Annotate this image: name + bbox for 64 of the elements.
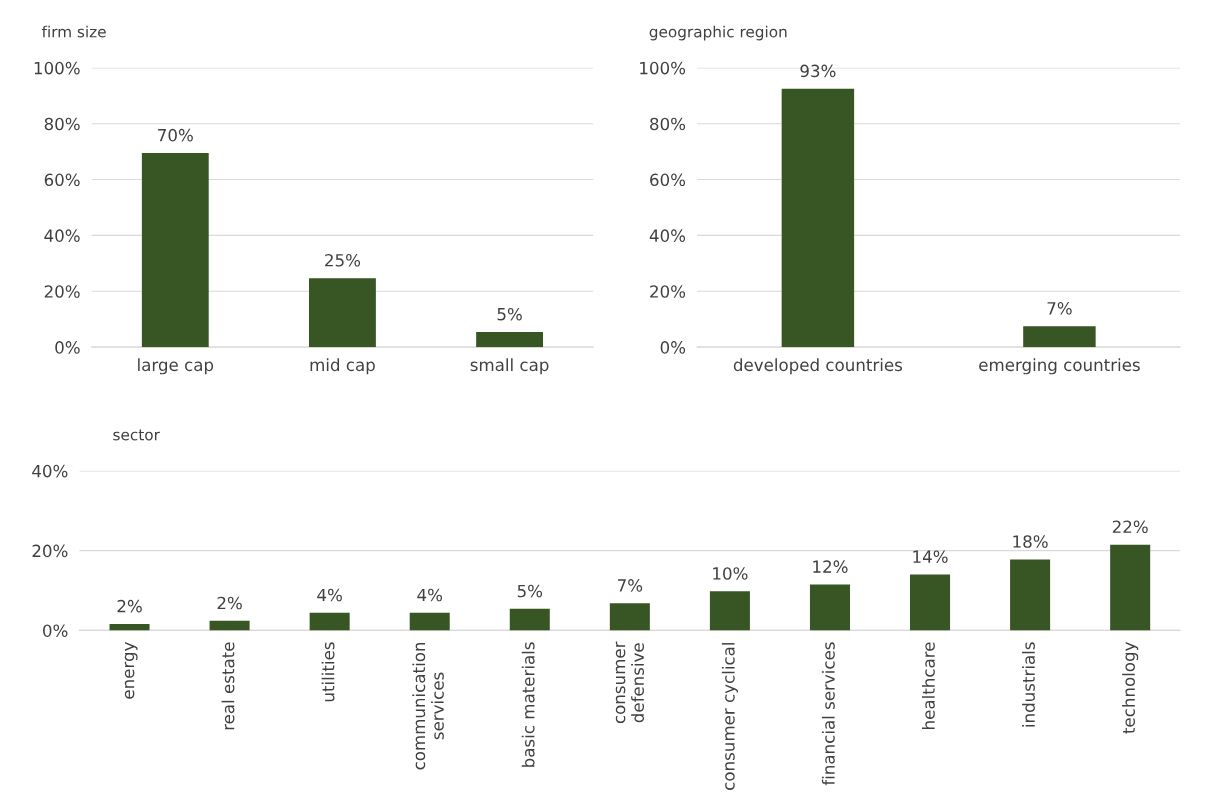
data-label: 2% [117, 599, 142, 613]
x-tick-label: developed countries [733, 358, 903, 375]
data-label: 5% [517, 584, 543, 598]
bar [1110, 544, 1151, 631]
y-tick-label: 40% [649, 229, 686, 242]
chart-title: sector [113, 429, 160, 441]
data-label: 10% [713, 567, 748, 580]
x-tick-label: communication services [412, 642, 444, 770]
data-label: 4% [417, 588, 443, 602]
y-tick-label: 0% [55, 341, 80, 354]
x-tick-label: financial services [821, 642, 835, 786]
x-tick-label: emerging countries [979, 358, 1140, 375]
y-tick-label: 0% [43, 624, 68, 637]
data-label: 7% [617, 579, 643, 592]
data-label: 12% [813, 560, 848, 573]
bar [209, 620, 250, 631]
bar [609, 603, 650, 631]
data-label: 93% [800, 64, 836, 78]
bar [709, 591, 750, 631]
x-tick-label: consumer cyclical [721, 643, 738, 790]
bar [109, 624, 150, 631]
bar [141, 153, 209, 348]
chart-title: geographic region [649, 25, 787, 41]
y-tick-label: 0% [660, 341, 686, 354]
data-label: 18% [1013, 535, 1048, 548]
data-label: 5% [497, 307, 522, 321]
x-tick-label: healthcare [921, 642, 935, 729]
y-tick-label: 100% [640, 61, 686, 75]
data-label: 70% [158, 128, 193, 142]
bar [309, 278, 376, 348]
x-tick-label: technology [1122, 642, 1139, 734]
x-tick-label: mid cap [310, 358, 375, 375]
bar [809, 584, 850, 631]
y-tick-label: 60% [44, 173, 80, 187]
x-tick-label: large cap [138, 358, 214, 375]
x-tick-label: consumer defensive [615, 641, 645, 724]
data-label: 4% [317, 588, 342, 602]
data-label: 14% [913, 550, 948, 563]
x-tick-label: basic materials [521, 642, 535, 767]
x-tick-label: industrials [1022, 642, 1035, 727]
data-label: 25% [325, 253, 361, 267]
bar [409, 612, 450, 631]
bar [509, 608, 550, 631]
y-tick-label: 100% [34, 61, 80, 75]
y-tick-label: 20% [44, 285, 80, 298]
bar [476, 332, 544, 348]
chart-title: firm size [41, 25, 106, 38]
bar [309, 612, 350, 631]
y-tick-label: 40% [44, 229, 80, 242]
data-label: 2% [217, 596, 242, 610]
bar [1010, 559, 1051, 631]
x-tick-label: real estate [221, 642, 235, 730]
y-tick-label: 80% [44, 117, 80, 131]
x-tick-label: utilities [321, 642, 335, 702]
x-tick-label: small cap [470, 358, 549, 375]
y-tick-label: 80% [650, 117, 686, 131]
x-tick-label: energy [124, 642, 138, 699]
y-tick-label: 60% [650, 173, 686, 187]
y-tick-label: 40% [32, 464, 68, 478]
data-label: 7% [1047, 302, 1072, 315]
data-label: 22% [1112, 520, 1148, 534]
y-tick-label: 20% [32, 544, 68, 558]
y-tick-label: 20% [650, 285, 686, 298]
bar [910, 574, 951, 631]
